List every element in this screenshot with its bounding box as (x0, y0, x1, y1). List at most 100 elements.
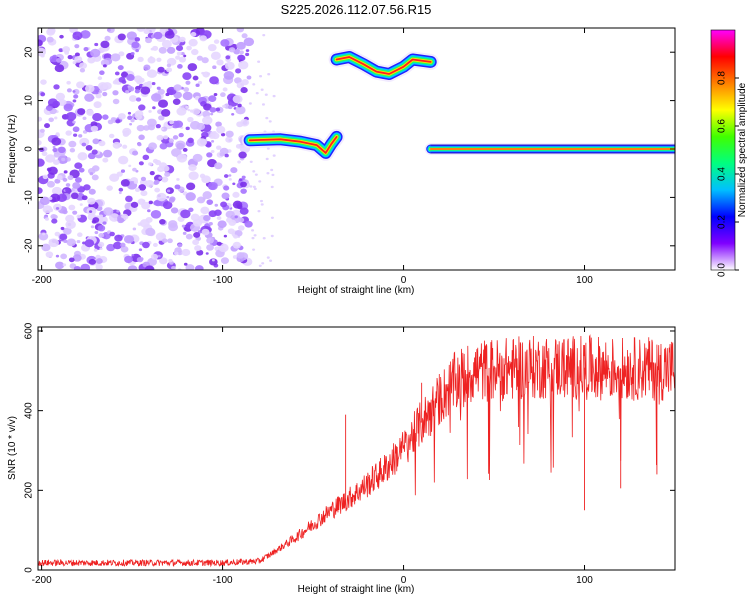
y-tick-label: 0 (24, 567, 35, 573)
noise-blob (82, 116, 87, 120)
noise-blob (270, 168, 274, 172)
noise-blob (246, 75, 252, 80)
noise-blob (112, 90, 119, 96)
noise-blob (38, 187, 43, 195)
noise-blob (163, 135, 169, 140)
noise-blob (240, 87, 248, 94)
noise-blob (159, 257, 168, 265)
noise-blob (77, 108, 86, 115)
noise-blob (165, 92, 170, 97)
noise-blob (209, 258, 218, 266)
noise-blob (102, 157, 109, 163)
noise-blob (214, 162, 223, 170)
noise-blob (141, 201, 151, 210)
y-tick-label: 400 (24, 402, 35, 419)
noise-blob (126, 31, 137, 40)
noise-blob (231, 112, 235, 116)
noise-blob (206, 72, 211, 76)
noise-blob (232, 255, 238, 259)
noise-blob (61, 157, 66, 162)
noise-blob (106, 28, 111, 32)
noise-blob (87, 197, 96, 205)
noise-blob (95, 93, 102, 99)
noise-blob (66, 88, 72, 93)
noise-blob (181, 248, 191, 257)
noise-blob (54, 116, 58, 120)
noise-blob (118, 113, 126, 120)
noise-blob (63, 170, 68, 174)
noise-blob (245, 49, 250, 53)
noise-blob (211, 140, 215, 143)
noise-blob (145, 227, 156, 237)
noise-blob (219, 152, 225, 157)
noise-blob (207, 181, 218, 191)
figure-title: S225.2026.112.07.56.R15 (281, 2, 432, 17)
noise-blob (185, 80, 191, 85)
noise-blob (147, 209, 151, 213)
noise-blob (85, 145, 93, 151)
noise-blob (272, 154, 276, 157)
noise-blob (38, 147, 45, 153)
spectrogram-content (38, 28, 675, 270)
noise-blob (151, 82, 156, 86)
noise-blob (215, 145, 222, 150)
noise-blob (72, 210, 78, 215)
noise-blob (98, 140, 106, 147)
noise-blob (195, 265, 204, 270)
noise-blob (252, 170, 256, 173)
noise-blob (249, 185, 253, 188)
noise-blob (95, 258, 103, 264)
noise-blob (236, 28, 245, 33)
noise-blob (177, 243, 183, 248)
noise-blob (80, 263, 91, 270)
noise-blob (265, 116, 269, 120)
noise-blob (131, 41, 140, 49)
y-tick-label: -10 (24, 190, 35, 205)
noise-blob (63, 239, 68, 244)
noise-blob (183, 87, 190, 92)
noise-blob (42, 232, 46, 236)
noise-blob (138, 161, 144, 166)
noise-blob (48, 117, 54, 123)
noise-blob (98, 233, 105, 238)
noise-blob (72, 90, 76, 93)
noise-blob (118, 51, 125, 57)
noise-blob (118, 76, 126, 83)
noise-blob (109, 213, 120, 222)
noise-blob (201, 71, 205, 75)
noise-blob (83, 47, 89, 52)
noise-blob (74, 52, 80, 57)
noise-blob (99, 70, 105, 75)
noise-blob (120, 169, 126, 173)
noise-blob (92, 217, 100, 223)
noise-blob (149, 170, 155, 176)
noise-blob (189, 120, 201, 130)
noise-blob (102, 221, 107, 225)
noise-blob (252, 248, 256, 251)
snr-content (38, 334, 675, 568)
noise-blob (224, 153, 229, 158)
noise-blob (142, 154, 150, 161)
noise-blob (253, 234, 257, 237)
noise-blob (42, 174, 49, 180)
noise-blob (232, 200, 243, 209)
noise-blob (90, 48, 101, 58)
noise-blob (223, 185, 230, 191)
noise-blob (166, 46, 176, 54)
noise-blob (228, 177, 232, 181)
noise-blob (159, 219, 166, 225)
noise-blob (179, 36, 186, 43)
noise-blob (208, 95, 217, 103)
noise-blob (238, 217, 245, 223)
noise-blob (235, 68, 242, 74)
noise-blob (91, 149, 98, 155)
noise-blob (112, 98, 120, 105)
noise-blob (238, 178, 243, 182)
noise-blob (153, 31, 163, 40)
noise-blob (225, 210, 235, 219)
noise-blob (194, 245, 202, 252)
noise-blob (262, 237, 266, 240)
noise-blob (180, 51, 185, 56)
noise-blob (72, 254, 82, 262)
noise-blob (73, 133, 78, 137)
